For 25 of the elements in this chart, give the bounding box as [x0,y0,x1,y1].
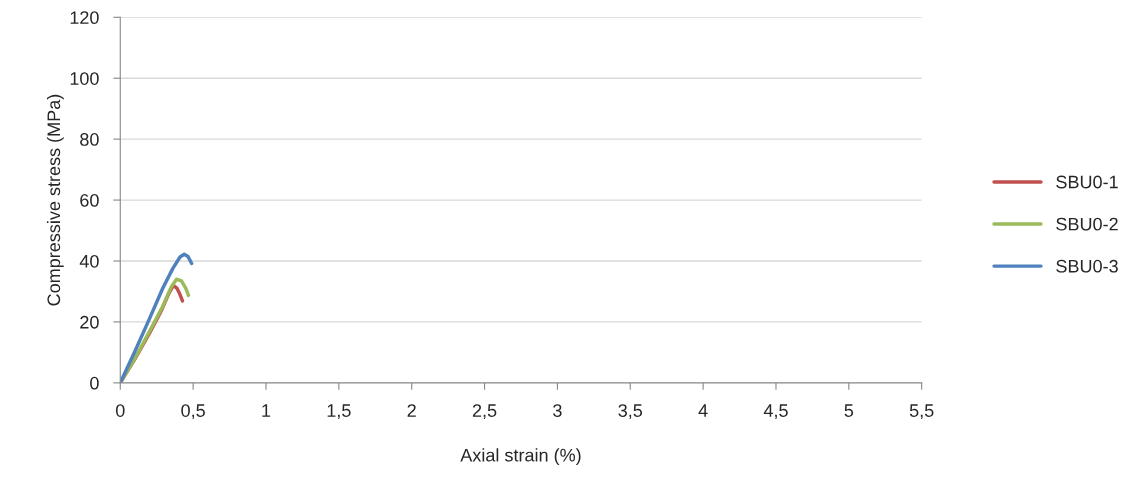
x-tick-label: 3,5 [618,404,643,420]
x-tick-label: 0 [115,404,125,417]
x-tick-label: 2 [407,404,416,417]
y-tick-label: 120 [70,11,99,25]
line-series [120,252,194,383]
x-tick-label: 2,5 [472,404,497,420]
y-tick-label: 100 [70,72,99,85]
y-tick-label: 40 [79,254,99,268]
x-tick-label: 1 [262,404,271,417]
y-tick-label: 20 [80,315,99,329]
y-tick-label: 60 [80,194,99,207]
y-axis-title: Compressive stress (MPa) [46,94,64,306]
x-tick-label: 4,5 [763,404,788,420]
x-axis-title: Axial strain (%) [460,448,581,466]
y-tick-label: 0 [90,376,99,390]
legend-label: SBU0-3 [1056,259,1118,273]
y-tick-label: 80 [80,133,99,146]
x-tick-label: 3 [553,404,562,417]
x-tick-label: 5 [844,404,854,417]
legend-label: SBU0-2 [1056,217,1118,231]
x-tick-label: 1,5 [327,404,351,420]
x-tick-label: 4 [698,404,708,417]
x-tick-label: 0,5 [181,404,205,420]
legend-label: SBU0-1 [1056,175,1118,189]
x-tick-label: 5,5 [909,404,934,420]
